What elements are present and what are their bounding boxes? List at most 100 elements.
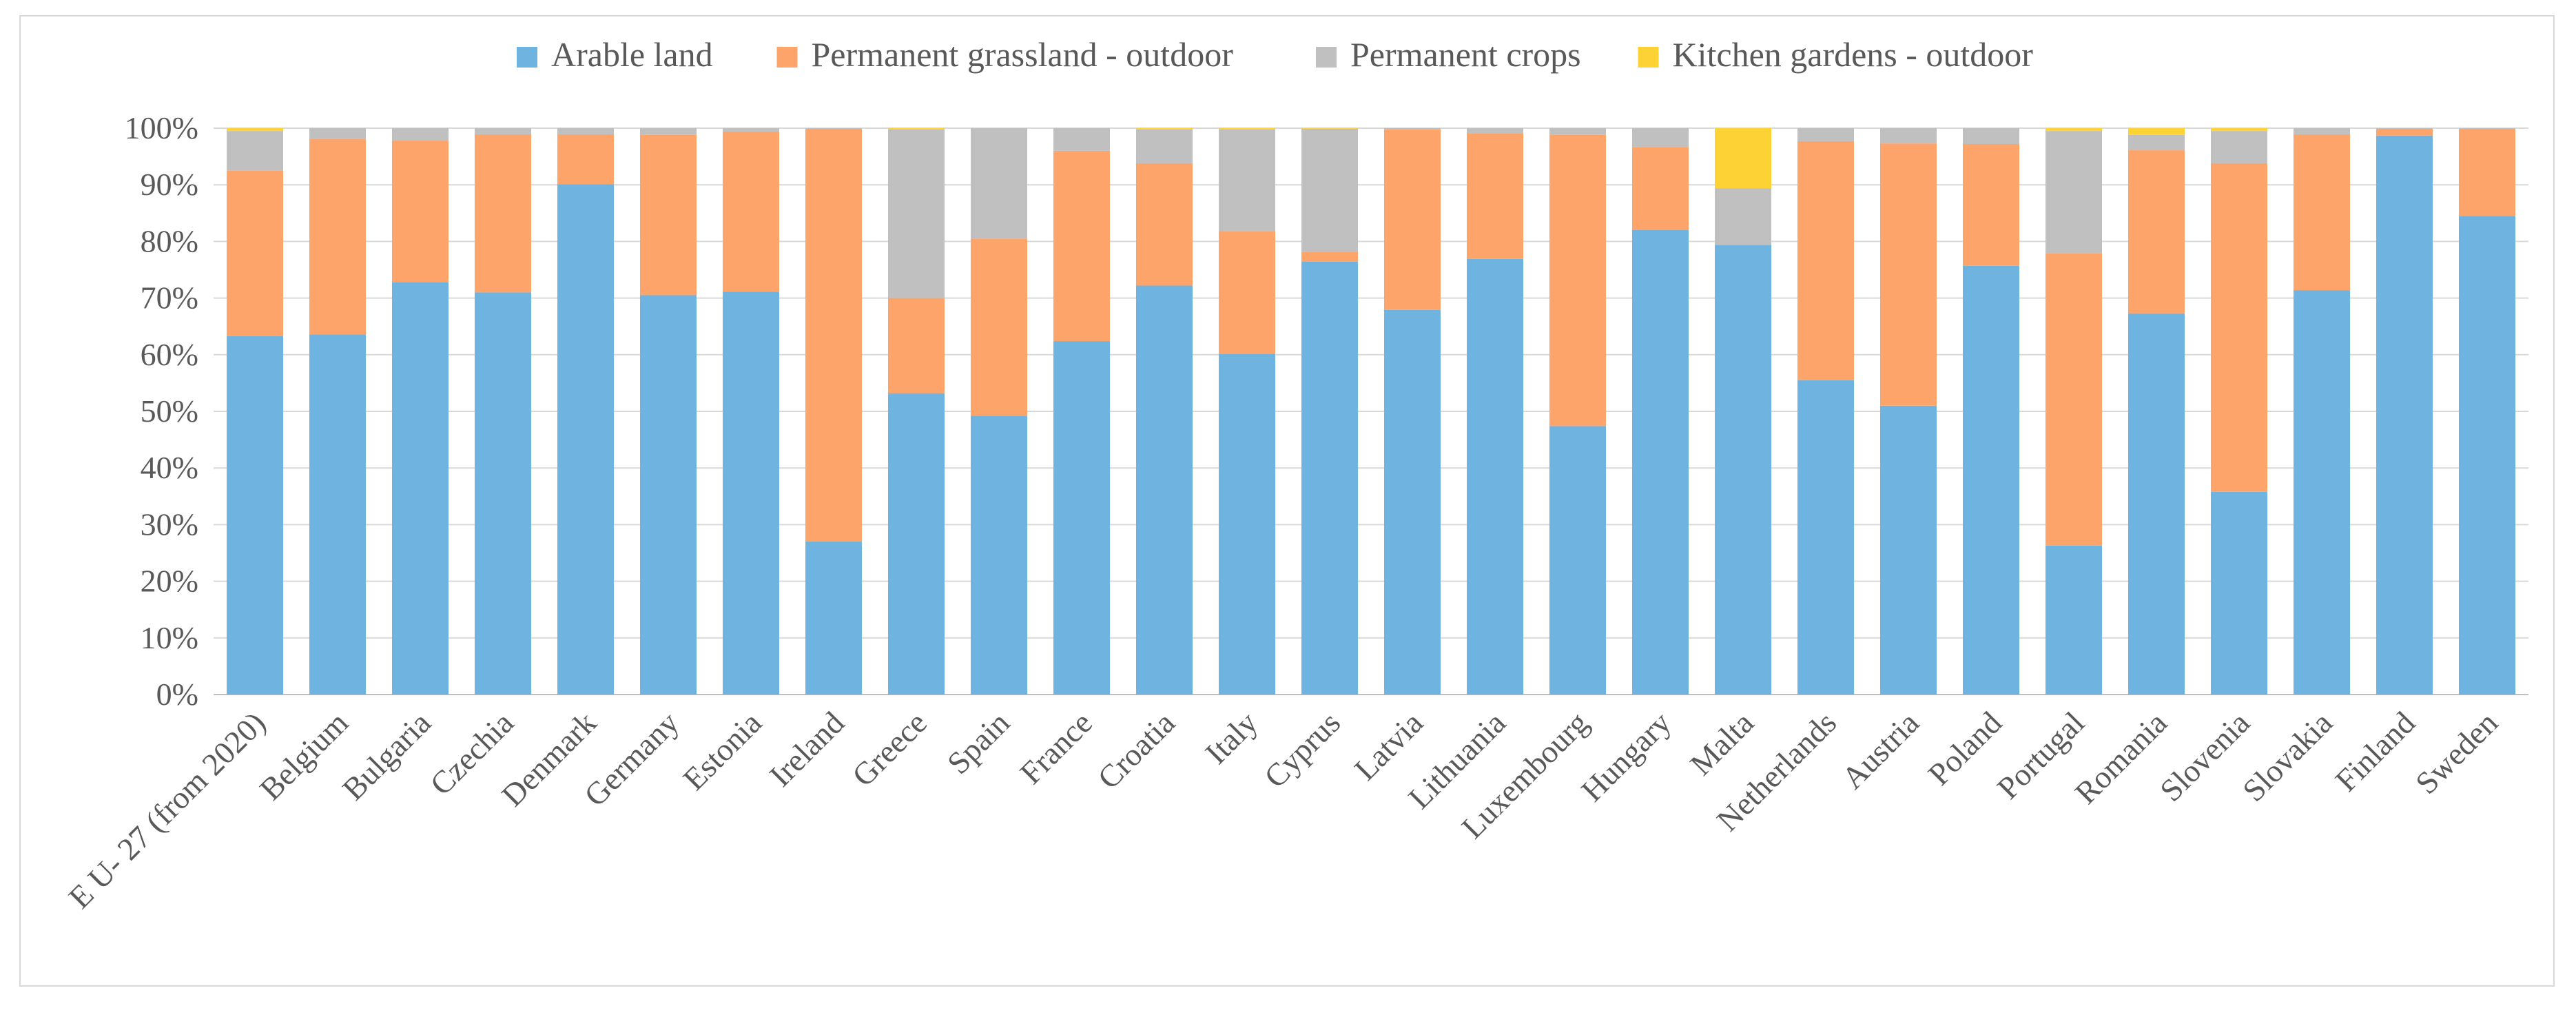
x-axis: E U- 27 (from 2020)BelgiumBulgariaCzechi… [62,705,2504,915]
legend-label: Kitchen gardens - outdoor [1673,35,2034,74]
y-tick-label: 10% [141,620,198,655]
legend-item-permanent-crops: Permanent crops [1316,35,1581,74]
x-tick-label: Malta [1683,705,1760,782]
bar-arable-land-spain [971,415,1027,695]
bar-permanent-crops-romania [2128,134,2185,151]
bar-permanent-crops-estonia [723,128,779,132]
bar-permanent-crops-slovakia [2294,128,2350,135]
bar-permanent-grassland-outdoor-italy [1219,231,1275,354]
bar-kitchen-gardens-outdoor-slovenia [2211,128,2267,132]
legend: Arable land Permanent grassland - outdoor… [517,35,2033,74]
legend-item-permanent-grassland-outdoor: Permanent grassland - outdoor [776,35,1234,74]
x-tick-label: Slovakia [2236,705,2339,808]
bar-permanent-grassland-outdoor-france [1053,150,1110,342]
bar-kitchen-gardens-outdoor-italy [1219,128,1275,130]
bar-permanent-grassland-outdoor-greece [888,298,945,393]
bar-kitchen-gardens-outdoor-portugal [2046,128,2102,132]
bar-permanent-crops-hungary [1632,128,1689,147]
bar-arable-land-italy [1219,353,1275,695]
bar-permanent-grassland-outdoor-denmark [557,134,614,185]
bar-permanent-grassland-outdoor-spain [971,238,1027,416]
bar-arable-land-finland [2376,135,2433,695]
bar-arable-land-austria [1880,405,1937,695]
bar-permanent-crops-sweden [2459,128,2515,129]
x-tick-label: Croatia [1091,705,1182,796]
stacked-bar-chart: Arable land Permanent grassland - outdoor… [62,35,2528,915]
bar-arable-land-romania [2128,313,2185,695]
bar-permanent-crops-austria [1880,128,1937,144]
bar-permanent-crops-malta [1715,188,1771,245]
bar-arable-land-latvia [1384,309,1441,695]
x-tick-label: Austria [1835,705,1926,796]
legend-swatch [1316,47,1337,68]
bar-permanent-grassland-outdoor-portugal [2046,253,2102,546]
y-tick-label: 40% [141,450,198,485]
bar-stack-ireland [805,128,862,695]
bar-stack-luxembourg [1549,128,1606,695]
y-tick-label: 80% [141,223,198,258]
x-tick-label: E U- 27 (from 2020) [62,705,272,915]
bar-stack-germany [640,128,697,695]
bar-arable-land-hungary [1632,229,1689,695]
bar-permanent-crops-e-u-27-from-2020 [227,131,283,171]
bar-permanent-grassland-outdoor-cyprus [1301,251,1358,262]
bar-kitchen-gardens-outdoor-e-u-27-from-2020 [227,128,283,132]
bar-arable-land-netherlands [1797,380,1854,695]
bar-arable-land-france [1053,341,1110,695]
bar-arable-land-luxembourg [1549,426,1606,695]
bar-stack-slovakia [2294,128,2350,695]
bar-kitchen-gardens-outdoor-malta [1715,128,1771,189]
x-tick-label: Sweden [2409,705,2504,801]
bar-permanent-grassland-outdoor-finland [2376,128,2433,136]
bar-stack-lithuania [1467,128,1523,695]
chart-frame: Arable land Permanent grassland - outdoor… [19,15,2555,987]
y-tick-label: 70% [141,280,198,316]
bar-permanent-grassland-outdoor-netherlands [1797,141,1854,380]
bar-kitchen-gardens-outdoor-greece [888,128,945,130]
bar-stack-czechia [475,128,531,695]
bar-permanent-grassland-outdoor-austria [1880,143,1937,406]
bar-permanent-crops-luxembourg [1549,128,1606,135]
bar-arable-land-ireland [805,542,862,695]
bar-arable-land-bulgaria [392,282,449,695]
bar-stack-netherlands [1797,128,1854,695]
x-tick-label: Estonia [676,705,768,797]
legend-swatch [1638,47,1659,68]
legend-label: Permanent crops [1350,35,1581,74]
y-tick-label: 30% [141,506,198,542]
bar-arable-land-portugal [2046,545,2102,695]
bar-permanent-crops-netherlands [1797,128,1854,141]
bar-permanent-grassland-outdoor-croatia [1136,163,1193,286]
bar-stack-austria [1880,128,1937,695]
bar-stack-belgium [309,128,366,695]
x-tick-label: Ireland [763,705,851,793]
bar-stack-romania [2128,128,2185,695]
bar-arable-land-greece [888,393,945,695]
bar-stack-france [1053,128,1110,695]
bar-stack-hungary [1632,128,1689,695]
bar-permanent-crops-portugal [2046,131,2102,254]
bar-arable-land-slovakia [2294,290,2350,695]
bar-permanent-crops-cyprus [1301,128,1358,252]
x-tick-label: Finland [2329,705,2422,798]
legend-label: Permanent grassland - outdoor [812,35,1234,74]
bar-permanent-crops-slovenia [2211,131,2267,163]
bar-arable-land-denmark [557,184,614,695]
x-tick-label: Bulgaria [336,705,437,807]
bar-arable-land-slovenia [2211,491,2267,695]
legend-swatch [517,47,537,68]
x-tick-label: Greece [845,705,934,793]
bar-stack-malta [1715,128,1771,695]
bar-permanent-grassland-outdoor-hungary [1632,147,1689,230]
bar-arable-land-sweden [2459,216,2515,695]
bar-permanent-crops-germany [640,128,697,135]
bar-permanent-grassland-outdoor-sweden [2459,128,2515,216]
bar-stack-croatia [1136,128,1193,695]
bar-stack-finland [2376,128,2433,695]
bar-stack-portugal [2046,128,2102,695]
y-tick-label: 100% [125,110,198,145]
x-tick-label: Spain [940,705,1016,781]
legend-label: Arable land [551,35,713,74]
y-axis: 0% 10% 20% 30% 40% 50% 60% 70% 80% 90% 100% [125,110,198,712]
legend-item-kitchen-gardens-outdoor: Kitchen gardens - outdoor [1638,35,2034,74]
